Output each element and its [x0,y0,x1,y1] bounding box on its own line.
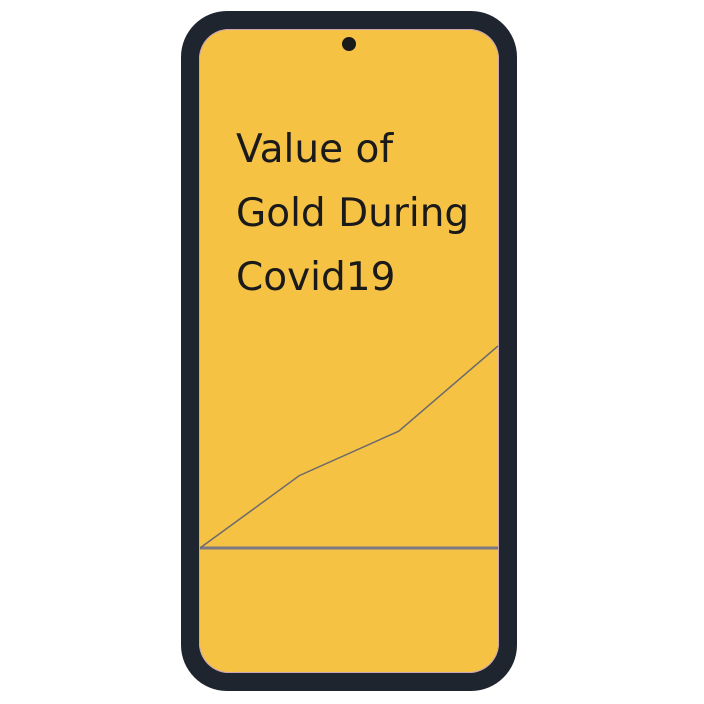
camera-icon [342,37,356,51]
phone-frame [181,11,517,691]
screen-title: Value of Gold During Covid19 [236,127,470,300]
